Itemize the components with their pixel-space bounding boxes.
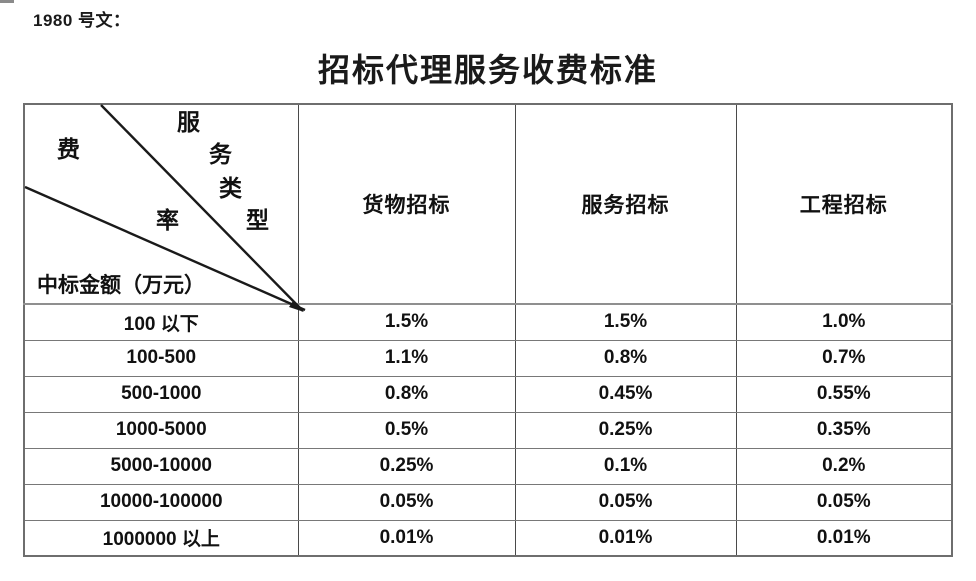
table-row: 100 以下 1.5% 1.5% 1.0% [23,303,953,341]
rate-value: 0.2% [735,447,953,485]
corner-type-char: 务 [209,142,232,167]
column-header-services: 服务招标 [514,103,737,305]
amount-range: 5000-10000 [23,447,299,485]
corner-rate-char: 率 [156,208,179,233]
table-row: 5000-10000 0.25% 0.1% 0.2% [23,447,953,485]
amount-range: 100 以下 [23,303,299,341]
scan-edge-artifact [0,0,14,3]
corner-type-char: 型 [246,208,269,233]
table-row: 10000-100000 0.05% 0.05% 0.05% [23,483,953,521]
column-header-goods: 货物招标 [297,103,516,305]
amount-range: 10000-100000 [23,483,299,521]
diagonal-header-cell: 服 务 类 型 费 率 中标金额（万元） [23,103,306,312]
rate-value: 0.35% [735,411,953,449]
amount-range: 1000-5000 [23,411,299,449]
amount-range: 100-500 [23,339,299,377]
rate-value: 0.05% [735,483,953,521]
rate-value: 1.1% [297,339,516,377]
rate-value: 0.45% [514,375,737,413]
table-row: 1000000 以上 0.01% 0.01% 0.01% [23,519,953,557]
diagonal-divider-lines-icon [24,104,306,312]
rate-value: 0.7% [735,339,953,377]
rate-value: 0.05% [297,483,516,521]
table-row: 1000-5000 0.5% 0.25% 0.35% [23,411,953,449]
table-header-row: 服 务 类 型 费 率 中标金额（万元） 货物招标 服务招标 工程招标 [23,103,953,312]
amount-range: 1000000 以上 [23,519,299,557]
column-header-engineering: 工程招标 [735,103,953,305]
amount-range: 500-1000 [23,375,299,413]
rate-value: 1.5% [514,303,737,341]
rate-value: 1.5% [297,303,516,341]
rate-value: 0.05% [514,483,737,521]
rate-value: 0.01% [514,519,737,557]
corner-type-char: 服 [177,110,200,135]
fee-standard-table: 服 务 类 型 费 率 中标金额（万元） 货物招标 服务招标 工程招标 100 … [23,103,953,557]
rate-value: 0.01% [297,519,516,557]
corner-type-char: 类 [219,176,242,201]
rate-value: 1.0% [735,303,953,341]
rate-value: 0.1% [514,447,737,485]
rate-value: 0.8% [514,339,737,377]
corner-amount-label: 中标金额（万元） [37,273,205,297]
rate-value: 0.55% [735,375,953,413]
document-reference: 1980 号文： [33,11,131,30]
corner-rate-char: 费 [57,137,80,162]
rate-value: 0.8% [297,375,516,413]
rate-value: 0.01% [735,519,953,557]
rate-value: 0.5% [297,411,516,449]
table-row: 100-500 1.1% 0.8% 0.7% [23,339,953,377]
rate-value: 0.25% [297,447,516,485]
page-title: 招标代理服务收费标准 [317,52,658,88]
rate-value: 0.25% [514,411,737,449]
table-row: 500-1000 0.8% 0.45% 0.55% [23,375,953,413]
